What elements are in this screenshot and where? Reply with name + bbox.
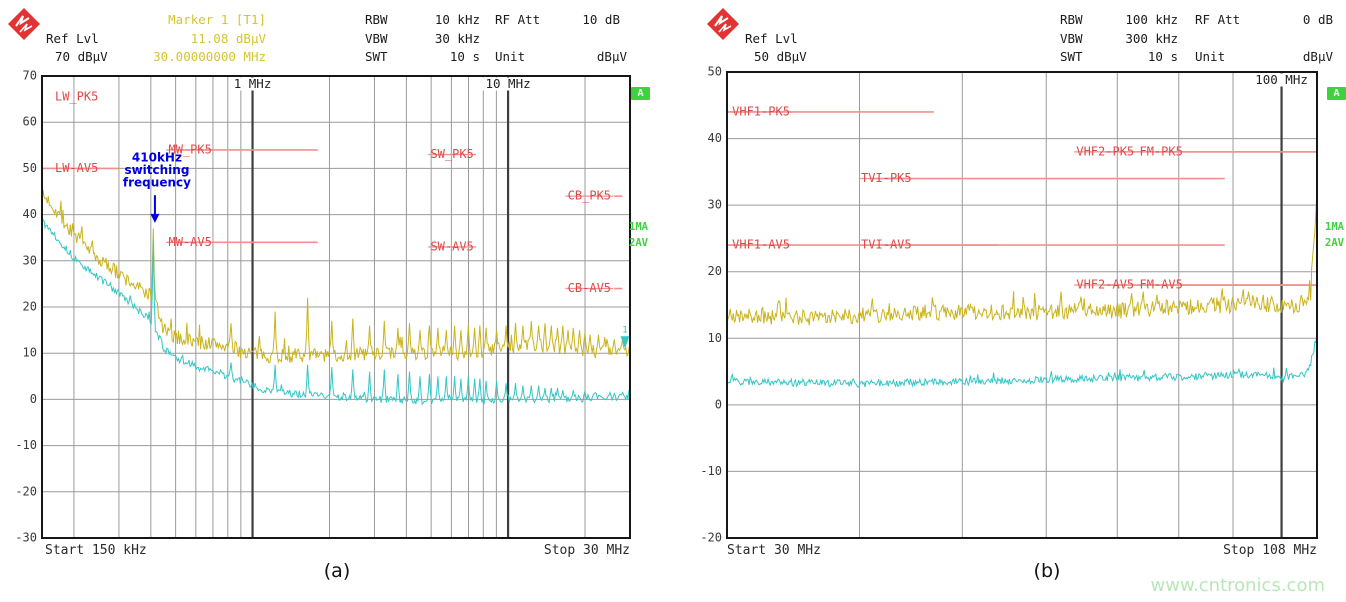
marker-title: Marker 1 [T1] — [168, 12, 266, 27]
svg-text:50: 50 — [23, 161, 37, 175]
svg-text:1 MHz: 1 MHz — [234, 76, 272, 91]
rbw-value: 10 kHz — [434, 12, 480, 27]
screen-a-badge: A — [1327, 87, 1346, 100]
rf-att-value: 0 dB — [1302, 12, 1333, 27]
svg-text:CB_PK5: CB_PK5 — [568, 189, 611, 203]
panel-b: 50 40 30 20 10 0 -10 -20 VHF1-PK5 TVI-PK5 VHF2-PK5… — [673, 0, 1346, 602]
marker-level: 11.08 dBµV — [190, 31, 266, 46]
watermark: www.cntronics.com — [1150, 575, 1325, 596]
svg-text:frequency: frequency — [123, 176, 191, 190]
svg-text:SW_PK5: SW_PK5 — [430, 147, 473, 161]
svg-text:FM-AV5: FM-AV5 — [1139, 278, 1182, 292]
svg-text:VHF2-AV5: VHF2-AV5 — [1076, 278, 1134, 292]
start-frequency-label: Start 150 kHz — [45, 543, 147, 558]
start-frequency-label: Start 30 MHz — [727, 543, 821, 558]
screen-a-badge: A — [631, 87, 650, 100]
svg-text:60: 60 — [23, 115, 37, 129]
stop-frequency-label: Stop 30 MHz — [543, 543, 630, 558]
unit-value: dBµV — [1302, 49, 1333, 64]
vbw-label: VBW — [365, 31, 388, 46]
svg-text:MW_PK5: MW_PK5 — [168, 142, 211, 156]
trace-tag-2av: 2AV — [629, 237, 648, 249]
svg-text:-10: -10 — [15, 438, 37, 452]
svg-text:10 MHz: 10 MHz — [485, 76, 530, 91]
svg-text:50: 50 — [708, 65, 722, 79]
rohde-schwarz-logo — [8, 8, 40, 40]
svg-text:MW-AV5: MW-AV5 — [168, 235, 211, 249]
svg-text:CB-AV5: CB-AV5 — [568, 281, 611, 295]
svg-text:0: 0 — [715, 397, 722, 411]
svg-text:30: 30 — [708, 198, 722, 212]
svg-text:LW_PK5: LW_PK5 — [55, 89, 98, 103]
svg-text:20: 20 — [708, 264, 722, 278]
svg-text:SW-AV5: SW-AV5 — [430, 239, 473, 253]
svg-text:410kHz: 410kHz — [132, 151, 182, 165]
svg-text:-20: -20 — [15, 484, 37, 498]
trace-tag-1ma: 1MA — [1325, 221, 1344, 233]
marker-frequency: 30.00000000 MHz — [153, 49, 266, 64]
swt-label: SWT — [1060, 49, 1083, 64]
rf-att-label: RF Att — [495, 12, 541, 27]
vbw-label: VBW — [1060, 31, 1083, 46]
trace-tag-2av: 2AV — [1325, 237, 1344, 249]
svg-text:VHF2-PK5: VHF2-PK5 — [1076, 144, 1134, 158]
svg-text:40: 40 — [23, 207, 37, 221]
svg-text:100 MHz: 100 MHz — [1255, 72, 1308, 87]
ref-lvl-label: Ref Lvl — [745, 31, 798, 46]
swt-value: 10 s — [1147, 49, 1178, 64]
rf-att-label: RF Att — [1195, 12, 1241, 27]
rohde-schwarz-logo — [707, 8, 739, 40]
swt-label: SWT — [365, 49, 388, 64]
svg-text:switching: switching — [124, 163, 189, 177]
svg-text:1: 1 — [622, 326, 627, 336]
ref-lvl-value: 70 dBµV — [55, 49, 108, 64]
svg-text:0: 0 — [30, 392, 37, 406]
unit-label: Unit — [1195, 49, 1226, 64]
svg-text:VHF1-AV5: VHF1-AV5 — [732, 238, 790, 252]
figure-caption-b: (b) — [1033, 560, 1061, 582]
unit-label: Unit — [495, 49, 526, 64]
svg-text:70: 70 — [23, 69, 37, 83]
svg-text:FM-PK5: FM-PK5 — [1139, 144, 1182, 158]
svg-text:TVI-AV5: TVI-AV5 — [861, 238, 912, 252]
rbw-label: RBW — [1060, 12, 1083, 27]
figure-caption-a: (a) — [323, 560, 351, 582]
unit-value: dBµV — [596, 49, 627, 64]
trace-tag-1ma: 1MA — [629, 221, 648, 233]
svg-text:40: 40 — [708, 131, 722, 145]
svg-text:-20: -20 — [700, 531, 722, 545]
spectrum-plot-a: 70 60 50 40 30 20 10 0 -10 -20 -30 LW_PK5 LW-AV5 MW_P… — [15, 69, 631, 545]
svg-text:10: 10 — [23, 346, 37, 360]
svg-text:30: 30 — [23, 253, 37, 267]
vbw-value: 30 kHz — [434, 31, 480, 46]
svg-text:10: 10 — [708, 331, 722, 345]
ref-lvl-value: 50 dBµV — [754, 49, 807, 64]
svg-text:LW-AV5: LW-AV5 — [55, 161, 98, 175]
rbw-value: 100 kHz — [1125, 12, 1178, 27]
svg-text:-30: -30 — [15, 531, 37, 545]
ref-lvl-label: Ref Lvl — [46, 31, 99, 46]
rf-att-value: 10 dB — [582, 12, 620, 27]
svg-text:TVI-PK5: TVI-PK5 — [861, 171, 912, 185]
rbw-label: RBW — [365, 12, 388, 27]
stop-frequency-label: Stop 108 MHz — [1223, 543, 1317, 558]
svg-text:20: 20 — [23, 300, 37, 314]
svg-text:VHF1-PK5: VHF1-PK5 — [732, 104, 790, 118]
swt-value: 10 s — [449, 49, 480, 64]
spectrum-plot-b: 50 40 30 20 10 0 -10 -20 VHF1-PK5 TVI-PK5 VHF2-PK5… — [700, 65, 1318, 545]
panel-a: 70 60 50 40 30 20 10 0 -10 -20 -30 LW_PK5 LW-AV5 MW_P… — [8, 8, 650, 582]
svg-text:-10: -10 — [700, 464, 722, 478]
vbw-value: 300 kHz — [1125, 31, 1178, 46]
